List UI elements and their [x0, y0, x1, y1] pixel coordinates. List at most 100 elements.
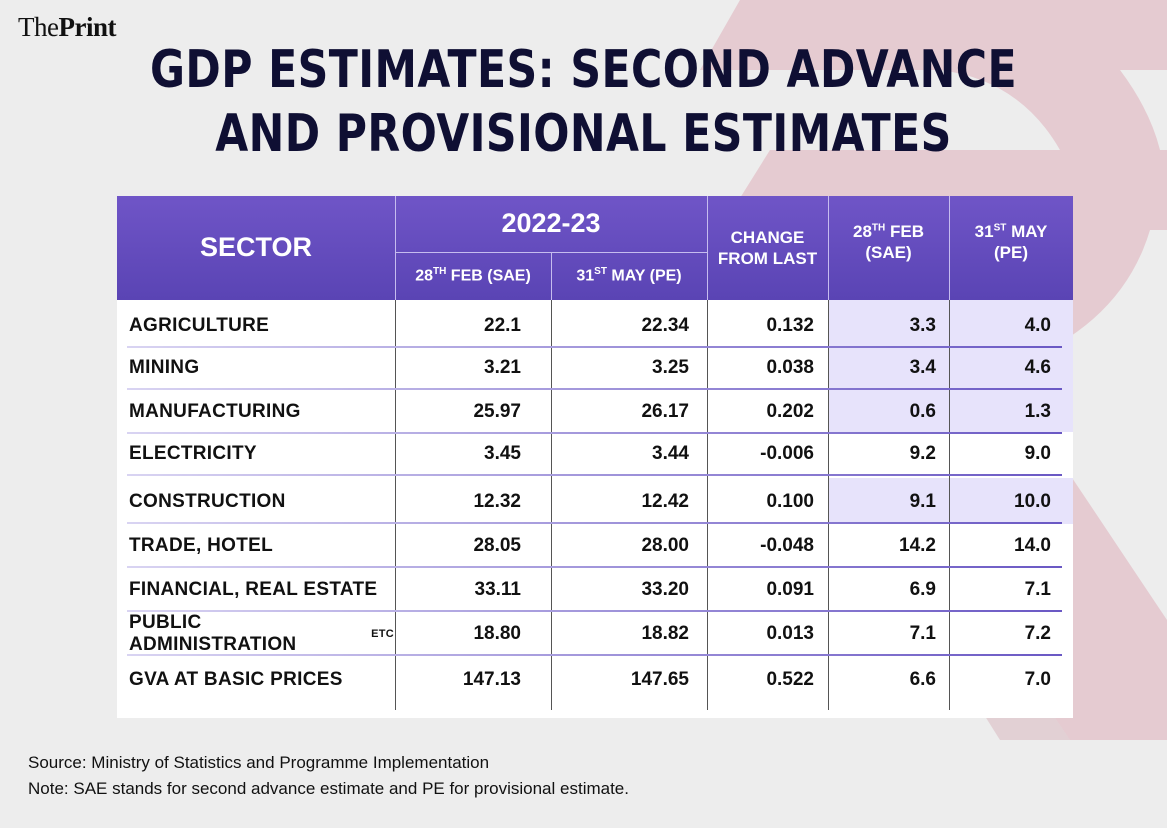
sector-label: ELECTRICITY: [129, 443, 257, 464]
sector-suffix: ETC: [371, 628, 394, 640]
header-sector: SECTOR: [199, 232, 313, 263]
sector-cell: MINING: [129, 346, 394, 390]
value-cell-feb: 12.32: [473, 491, 521, 512]
row-divider: [127, 474, 1062, 476]
table-row: CONSTRUCTION 12.32 12.42 0.100 9.1 10.0: [117, 480, 1073, 524]
value-cell-change: 0.038: [766, 357, 814, 378]
sector-cell: CONSTRUCTION: [129, 480, 394, 524]
row-divider: [127, 388, 1062, 390]
header-divider-horizontal: [395, 252, 707, 253]
value-cell-g-feb: 6.9: [909, 579, 936, 600]
value-cell-g-feb: 6.6: [909, 669, 936, 690]
sector-cell: MANUFACTURING: [129, 390, 394, 434]
row-divider: [127, 610, 1062, 612]
header-divider: [949, 196, 950, 300]
header-period: 2022-23: [501, 208, 601, 239]
footer-notes: Source: Ministry of Statistics and Progr…: [28, 750, 629, 802]
value-cell-feb: 22.1: [484, 315, 521, 336]
column-divider: [828, 300, 829, 710]
value-cell-feb: 18.80: [473, 623, 521, 644]
value-cell-feb: 25.97: [473, 401, 521, 422]
value-cell-g-may: 10.0: [1014, 491, 1051, 512]
value-cell-change: 0.091: [766, 579, 814, 600]
sector-label: MANUFACTURING: [129, 401, 301, 422]
value-cell-feb: 3.45: [484, 443, 521, 464]
sector-label: AGRICULTURE: [129, 315, 270, 336]
table-row: MINING 3.21 3.25 0.038 3.4 4.6: [117, 346, 1073, 390]
header-may-pe: 31ST MAY (PE): [576, 265, 682, 285]
value-cell-may: 33.20: [641, 579, 689, 600]
sector-label: MINING: [129, 357, 200, 378]
sector-label: CONSTRUCTION: [129, 491, 286, 512]
sector-label: FINANCIAL, REAL ESTATE: [129, 579, 378, 600]
value-cell-may: 26.17: [641, 401, 689, 422]
sector-cell: AGRICULTURE: [129, 304, 394, 348]
value-cell-g-may: 7.0: [1024, 669, 1051, 690]
title-line-1: GDP ESTIMATES: SECOND ADVANCE: [149, 40, 1018, 100]
source-note: Source: Ministry of Statistics and Progr…: [28, 753, 490, 772]
row-divider: [127, 522, 1062, 524]
sector-label: GVA AT BASIC PRICES: [129, 669, 343, 690]
sector-cell: PUBLIC ADMINISTRATION ETC: [129, 612, 394, 656]
value-cell-change: 0.100: [766, 491, 814, 512]
column-divider: [551, 300, 552, 710]
sector-cell: FINANCIAL, REAL ESTATE: [129, 568, 394, 612]
value-cell-may: 3.44: [652, 443, 689, 464]
value-cell-g-feb: 14.2: [899, 535, 936, 556]
row-divider: [127, 432, 1062, 434]
value-cell-change: -0.048: [760, 535, 814, 556]
value-cell-g-may: 9.0: [1024, 443, 1051, 464]
column-divider: [949, 300, 950, 710]
value-cell-may: 22.34: [641, 315, 689, 336]
header-divider: [707, 196, 708, 300]
highlight-block-1: [828, 300, 1073, 432]
header-divider: [551, 252, 552, 300]
value-cell-g-may: 4.0: [1024, 315, 1051, 336]
value-cell-change: -0.006: [760, 443, 814, 464]
row-divider: [127, 654, 1062, 656]
table-row: FINANCIAL, REAL ESTATE 33.11 33.20 0.091 6.9…: [117, 568, 1073, 612]
title-line-2: AND PROVISIONAL ESTIMATES: [215, 104, 952, 164]
sector-cell: ELECTRICITY: [129, 432, 394, 476]
column-divider: [707, 300, 708, 710]
table-row: GVA AT BASIC PRICES 147.13 147.65 0.522 6.6 7…: [117, 658, 1073, 702]
header-divider: [828, 196, 829, 300]
table-row: PUBLIC ADMINISTRATION ETC 18.80 18.82 0.013 7…: [117, 612, 1073, 656]
table-row: TRADE, HOTEL 28.05 28.00 -0.048 14.2 14.0: [117, 524, 1073, 568]
value-cell-g-feb: 9.1: [909, 491, 936, 512]
header-feb-sae: 28TH FEB (SAE): [415, 265, 531, 285]
value-cell-feb: 147.13: [462, 669, 521, 690]
highlight-block-2: [828, 478, 1073, 524]
sector-label: PUBLIC ADMINISTRATION: [129, 612, 297, 655]
value-cell-change: 0.202: [766, 401, 814, 422]
value-cell-may: 18.82: [641, 623, 689, 644]
value-cell-may: 28.00: [641, 535, 689, 556]
table-header-bg: [117, 196, 1073, 300]
row-divider: [127, 346, 1062, 348]
value-cell-g-feb: 9.2: [909, 443, 936, 464]
value-cell-g-may: 14.0: [1014, 535, 1051, 556]
header-divider: [395, 196, 396, 300]
value-cell-g-may: 1.3: [1024, 401, 1051, 422]
value-cell-g-feb: 3.4: [909, 357, 936, 378]
page-title: GDP ESTIMATES: SECOND ADVANCE AND PROVIS…: [105, 38, 1062, 166]
value-cell-may: 12.42: [641, 491, 689, 512]
value-cell-g-may: 4.6: [1024, 357, 1051, 378]
table-row: ELECTRICITY 3.45 3.44 -0.006 9.2 9.0: [117, 432, 1073, 476]
brand-logo[interactable]: ThePrint: [18, 12, 116, 42]
value-cell-g-feb: 7.1: [909, 623, 936, 644]
definition-note: Note: SAE stands for second advance esti…: [28, 779, 629, 798]
row-divider: [127, 566, 1062, 568]
gdp-table: SECTOR 2022-23 28TH FEB (SAE) 31ST MAY (…: [117, 196, 1073, 718]
table-row: AGRICULTURE 22.1 22.34 0.132 3.3 4.0: [117, 304, 1073, 348]
value-cell-feb: 33.11: [474, 579, 522, 600]
value-cell-g-may: 7.1: [1024, 579, 1051, 600]
value-cell-g-feb: 0.6: [909, 401, 936, 422]
value-cell-feb: 28.05: [473, 535, 521, 556]
header-change: CHANGE FROM LAST: [717, 227, 818, 268]
value-cell-change: 0.132: [766, 315, 814, 336]
column-divider: [395, 300, 396, 710]
value-cell-may: 147.65: [630, 669, 689, 690]
header-growth-feb: 28TH FEB (SAE): [853, 221, 924, 262]
value-cell-change: 0.522: [766, 669, 814, 690]
